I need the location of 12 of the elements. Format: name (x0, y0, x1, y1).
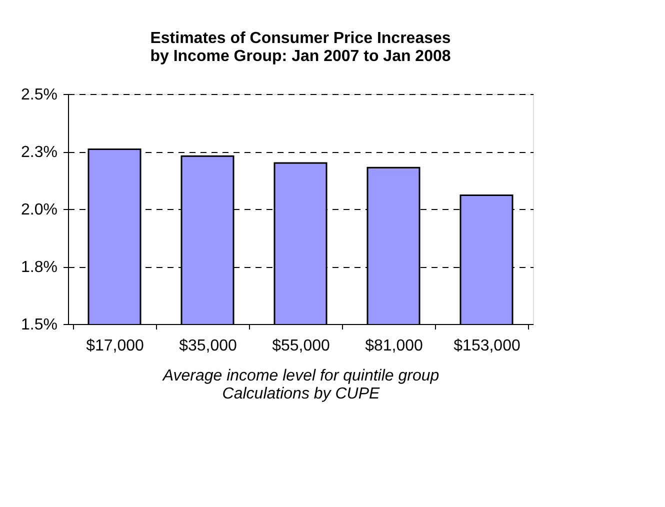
x-axis-title: Average income level for quintile group Calculations by CUPE (162, 368, 440, 402)
y-tick-label: 2.5% (21, 86, 58, 104)
x-tick-label: $17,000 (86, 338, 144, 354)
y-tick-label: 1.5% (21, 316, 58, 334)
y-tick-label: 2.0% (21, 202, 58, 218)
x-tick-label: $55,000 (272, 338, 330, 354)
x-tick-label: $81,000 (365, 338, 424, 354)
x-tick-label: $153,000 (454, 338, 520, 354)
y-tick-label: 1.8% (21, 259, 58, 276)
chart-title: Estimates of Consumer Price Increases by Income Group: Jan 2007 to Jan 2008 (150, 30, 451, 65)
x-tick-label: $35,000 (179, 338, 238, 354)
y-tick-label: 2.3% (21, 144, 58, 161)
